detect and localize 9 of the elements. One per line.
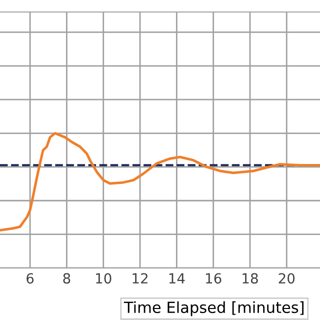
x-tick-label: 20: [278, 273, 295, 284]
x-tick-label: 12: [132, 273, 148, 284]
x-tick-label: 10: [96, 273, 112, 284]
x-tick-label: 14: [169, 273, 185, 284]
x-tick-label: 16: [206, 273, 222, 284]
x-tick-label: 6: [26, 273, 34, 284]
x-tick-label: 8: [63, 273, 70, 284]
x-tick-label: 18: [242, 273, 258, 284]
x-axis-title: Time Elapsed [minutes]: [124, 301, 304, 316]
